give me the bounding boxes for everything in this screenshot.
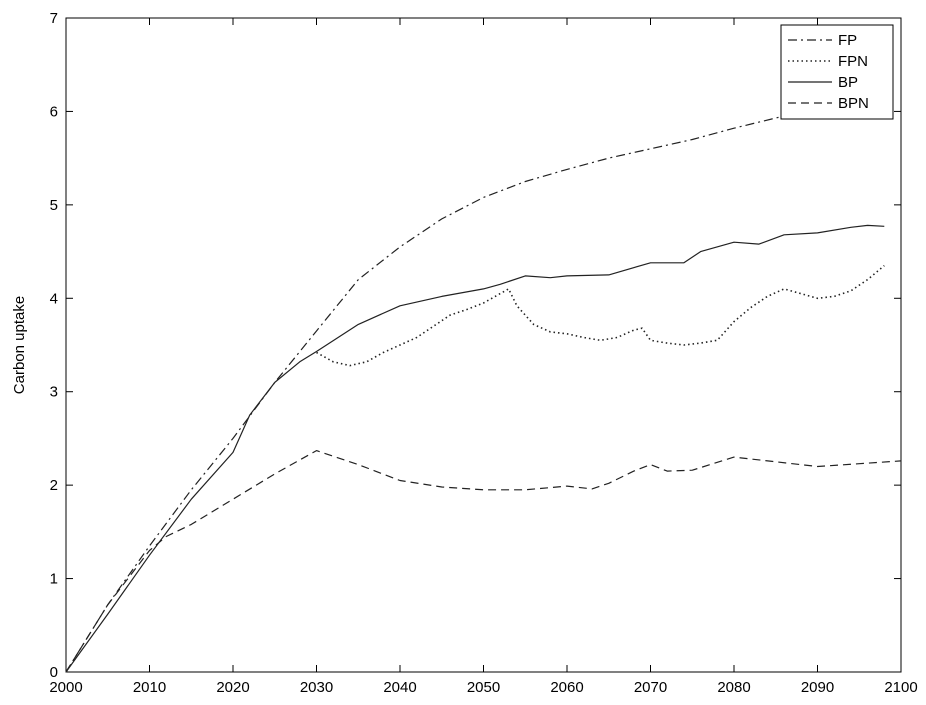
x-axis: 2000 2010 2020 2030 2040 2050 2060 2070 2080 2090…: [49, 18, 918, 696]
x-tick-label: 2010: [133, 679, 166, 696]
legend-box: [780, 24, 894, 120]
y-tick-label: 2: [50, 477, 58, 494]
legend-label-bp: BP: [838, 74, 858, 91]
x-tick-label: 2100: [884, 679, 917, 696]
x-tick-label: 2050: [467, 679, 500, 696]
y-axis-label: Carbon uptake: [11, 296, 28, 394]
series-line-fpn: [316, 264, 885, 367]
x-tick-label: 2090: [801, 679, 834, 696]
series-layer: [65, 96, 902, 673]
legend: FP FPN BP BPN: [780, 24, 894, 120]
y-tick-label: 1: [50, 571, 58, 588]
y-tick-label: 7: [50, 10, 58, 27]
series-line-bpn: [65, 450, 902, 673]
y-axis: 0 1 2 3 4 5 6 7: [50, 10, 901, 681]
legend-label-bpn: BPN: [838, 95, 869, 112]
x-tick-label: 2020: [216, 679, 249, 696]
x-tick-label: 2070: [634, 679, 667, 696]
x-tick-label: 2030: [300, 679, 333, 696]
x-tick-label: 2060: [550, 679, 583, 696]
plot-area: [65, 17, 902, 673]
x-tick-label: 2040: [383, 679, 416, 696]
y-tick-label: 0: [50, 664, 58, 681]
x-tick-label: 2080: [717, 679, 750, 696]
x-tick-label: 2000: [49, 679, 82, 696]
legend-label-fpn: FPN: [838, 53, 868, 70]
y-tick-label: 5: [50, 197, 58, 214]
legend-label-fp: FP: [838, 32, 857, 49]
series-line-bp: [65, 224, 885, 673]
y-tick-label: 6: [50, 103, 58, 120]
y-tick-label: 4: [50, 290, 58, 307]
y-tick-label: 3: [50, 384, 58, 401]
